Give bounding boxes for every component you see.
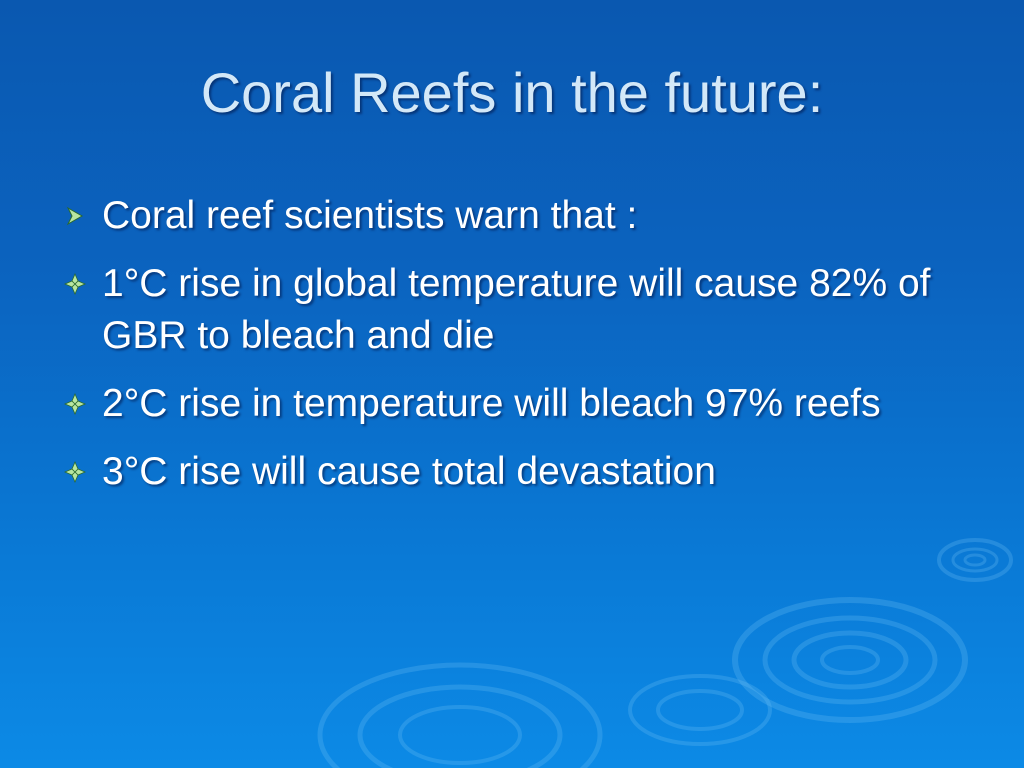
diamond-bullet-icon	[64, 393, 86, 415]
bullet-text: 2°C rise in temperature will bleach 97% …	[102, 382, 881, 425]
list-item: 2°C rise in temperature will bleach 97% …	[62, 378, 962, 430]
diamond-bullet-icon	[64, 273, 86, 295]
slide-title: Coral Reefs in the future:	[200, 61, 824, 124]
bullet-text: 3°C rise will cause total devastation	[102, 450, 716, 493]
bullet-list: Coral reef scientists warn that : 1°C ri…	[62, 190, 962, 514]
list-item: 1°C rise in global temperature will caus…	[62, 258, 962, 362]
bullet-text: Coral reef scientists warn that :	[102, 194, 638, 237]
list-item: 3°C rise will cause total devastation	[62, 446, 962, 498]
bullet-text: 1°C rise in global temperature will caus…	[102, 262, 931, 357]
diamond-bullet-icon	[64, 461, 86, 483]
list-item: Coral reef scientists warn that :	[62, 190, 962, 242]
arrow-bullet-icon	[66, 206, 84, 226]
